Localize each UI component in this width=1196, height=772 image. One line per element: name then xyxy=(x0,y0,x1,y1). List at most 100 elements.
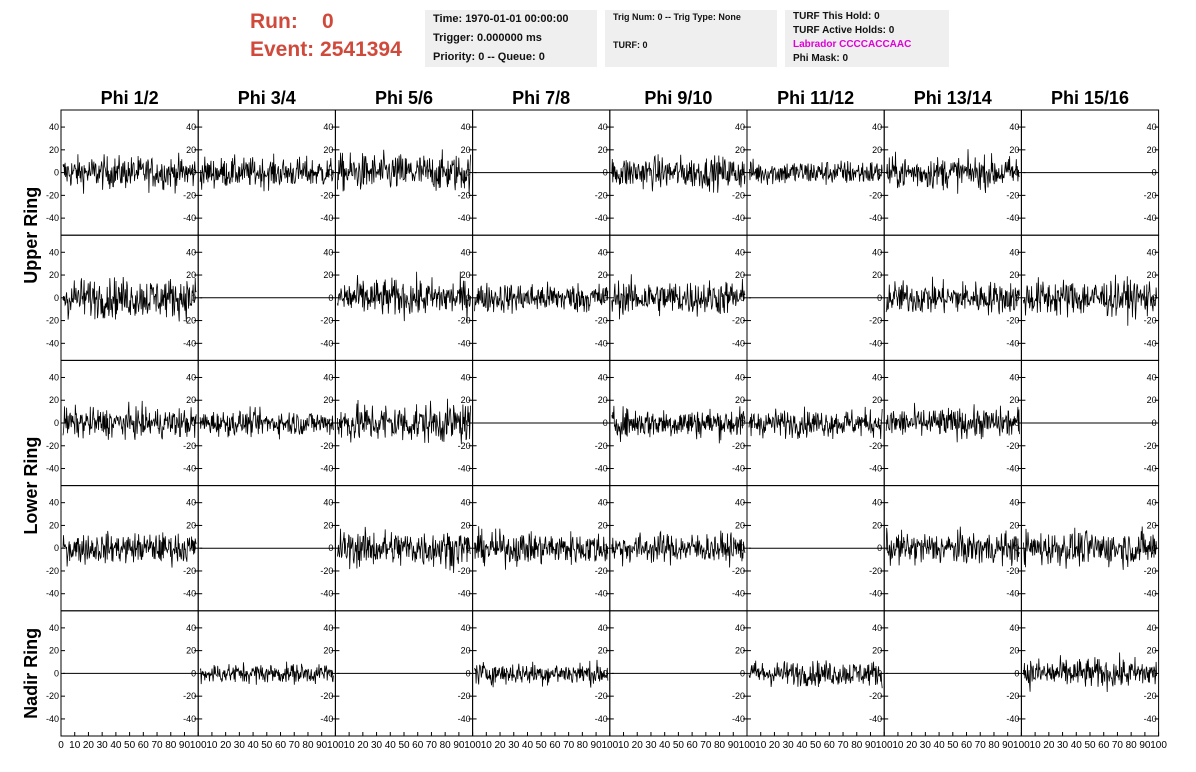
xtick-label: 80 xyxy=(302,740,314,751)
ytick-label: 20 xyxy=(49,520,59,530)
ytick-label-inner: 40 xyxy=(872,372,882,382)
waveform-trace-r3c6 xyxy=(885,526,1020,567)
ytick-label-inner: -20 xyxy=(320,190,333,200)
ytick-label-inner: -20 xyxy=(1006,190,1019,200)
column-title-5: Phi 9/10 xyxy=(644,88,712,108)
run-value: 0 xyxy=(322,10,334,33)
ytick-label-inner: 40 xyxy=(186,623,196,633)
ytick-label-inner: -40 xyxy=(183,714,196,724)
ytick-label-inner: 40 xyxy=(461,247,471,257)
ytick-label-inner: -40 xyxy=(732,714,745,724)
xtick-label: 80 xyxy=(440,740,452,751)
column-title-8: Phi 15/16 xyxy=(1051,88,1129,108)
ytick-label-inner: -40 xyxy=(458,338,471,348)
xtick-label: 70 xyxy=(563,740,575,751)
ytick-label-inner: -20 xyxy=(320,316,333,326)
ytick-label-inner: 20 xyxy=(323,646,333,656)
ytick-label: 40 xyxy=(49,623,59,633)
column-title-4: Phi 7/8 xyxy=(512,88,570,108)
ytick-label-inner: 20 xyxy=(186,646,196,656)
ytick-label-inner: -40 xyxy=(1006,714,1019,724)
priority-text: Priority: 0 -- Queue: 0 xyxy=(433,51,545,63)
xtick-label: 100 xyxy=(327,740,344,751)
waveform-trace-r1c0 xyxy=(62,276,197,323)
xtick-label: 70 xyxy=(426,740,438,751)
xtick-label: 50 xyxy=(536,740,548,751)
waveform-trace-r2c6 xyxy=(885,402,1020,443)
turf-text: TURF: 0 xyxy=(613,40,648,50)
ytick-label-inner: -40 xyxy=(595,464,608,474)
ytick-label-inner: -20 xyxy=(1144,691,1157,701)
ytick-label: 0 xyxy=(54,293,59,303)
xtick-label: 60 xyxy=(687,740,699,751)
xtick-label: 50 xyxy=(673,740,685,751)
ytick-label-inner: -40 xyxy=(595,589,608,599)
xtick-label: 80 xyxy=(165,740,177,751)
column-title-7: Phi 13/14 xyxy=(914,88,992,108)
ytick-label: -20 xyxy=(46,691,59,701)
phi-mask-text: Phi Mask: 0 xyxy=(793,53,849,64)
xtick-label: 20 xyxy=(1043,740,1055,751)
ytick-label-inner: -20 xyxy=(320,566,333,576)
turf-active-text: TURF Active Holds: 0 xyxy=(793,25,895,36)
xtick-label: 60 xyxy=(412,740,424,751)
ytick-label-inner: 40 xyxy=(872,122,882,132)
xtick-label: 90 xyxy=(179,740,191,751)
xtick-label: 30 xyxy=(1057,740,1069,751)
time-info-box: Time: 1970-01-01 00:00:00 Trigger: 0.000… xyxy=(425,10,597,67)
xtick-label: 80 xyxy=(988,740,1000,751)
waveform-trace-r2c5 xyxy=(748,406,883,440)
ytick-label-inner: 20 xyxy=(461,395,471,405)
ytick-label-inner: 40 xyxy=(461,498,471,508)
ytick-label-inner: 40 xyxy=(872,623,882,633)
ytick-label-inner: 20 xyxy=(735,520,745,530)
xtick-label: 50 xyxy=(261,740,273,751)
ytick-label: -40 xyxy=(46,714,59,724)
xtick-label: 80 xyxy=(851,740,863,751)
ytick-label-inner: 40 xyxy=(1147,623,1157,633)
ytick-label: 40 xyxy=(49,498,59,508)
ytick-label-inner: 40 xyxy=(1009,372,1019,382)
ytick-label-inner: -40 xyxy=(320,338,333,348)
ytick-label-inner: 40 xyxy=(186,372,196,382)
ytick-label: 20 xyxy=(49,145,59,155)
xtick-label: 60 xyxy=(961,740,973,751)
xtick-label: 90 xyxy=(316,740,328,751)
waveform-trace-r2c0 xyxy=(62,400,197,440)
xtick-label: 70 xyxy=(700,740,712,751)
ytick-label-inner: -20 xyxy=(183,566,196,576)
xtick-label: 20 xyxy=(220,740,232,751)
xtick-label: 70 xyxy=(289,740,301,751)
ytick-label-inner: -40 xyxy=(595,714,608,724)
ytick-label-inner: -40 xyxy=(1006,213,1019,223)
ytick-label-inner: -20 xyxy=(458,190,471,200)
xtick-label: 0 xyxy=(58,740,64,751)
ytick-label: -40 xyxy=(46,589,59,599)
ring-label-1: Upper Ring xyxy=(21,187,41,284)
ytick-label-inner: 40 xyxy=(186,122,196,132)
xtick-label: 100 xyxy=(1013,740,1030,751)
ytick-label-inner: -20 xyxy=(458,441,471,451)
xtick-label: 20 xyxy=(494,740,506,751)
waveform-trace-r3c0 xyxy=(62,530,197,568)
ytick-label-inner: -40 xyxy=(320,464,333,474)
ytick-label: -20 xyxy=(46,190,59,200)
waveform-trace-r1c3 xyxy=(474,281,609,314)
xtick-label: 20 xyxy=(83,740,95,751)
ytick-label-inner: -40 xyxy=(1144,589,1157,599)
ytick-label-inner: 20 xyxy=(323,395,333,405)
ytick-label-inner: -40 xyxy=(458,464,471,474)
ytick-label-inner: 20 xyxy=(598,270,608,280)
waveform-trace-r1c7 xyxy=(1023,274,1157,326)
ytick-label-inner: 20 xyxy=(598,395,608,405)
ytick-label-inner: 0 xyxy=(603,668,608,678)
run-event-header: Run: 0 Event: 2541394 xyxy=(250,8,420,68)
ytick-label-inner: -20 xyxy=(183,691,196,701)
ytick-label-inner: 40 xyxy=(1009,498,1019,508)
ytick-label-inner: 20 xyxy=(735,145,745,155)
ytick-label: 0 xyxy=(54,418,59,428)
xtick-label: 10 xyxy=(892,740,904,751)
ytick-label-inner: -40 xyxy=(1006,338,1019,348)
xtick-label: 80 xyxy=(577,740,589,751)
ring-label-2: Lower Ring xyxy=(21,437,41,535)
